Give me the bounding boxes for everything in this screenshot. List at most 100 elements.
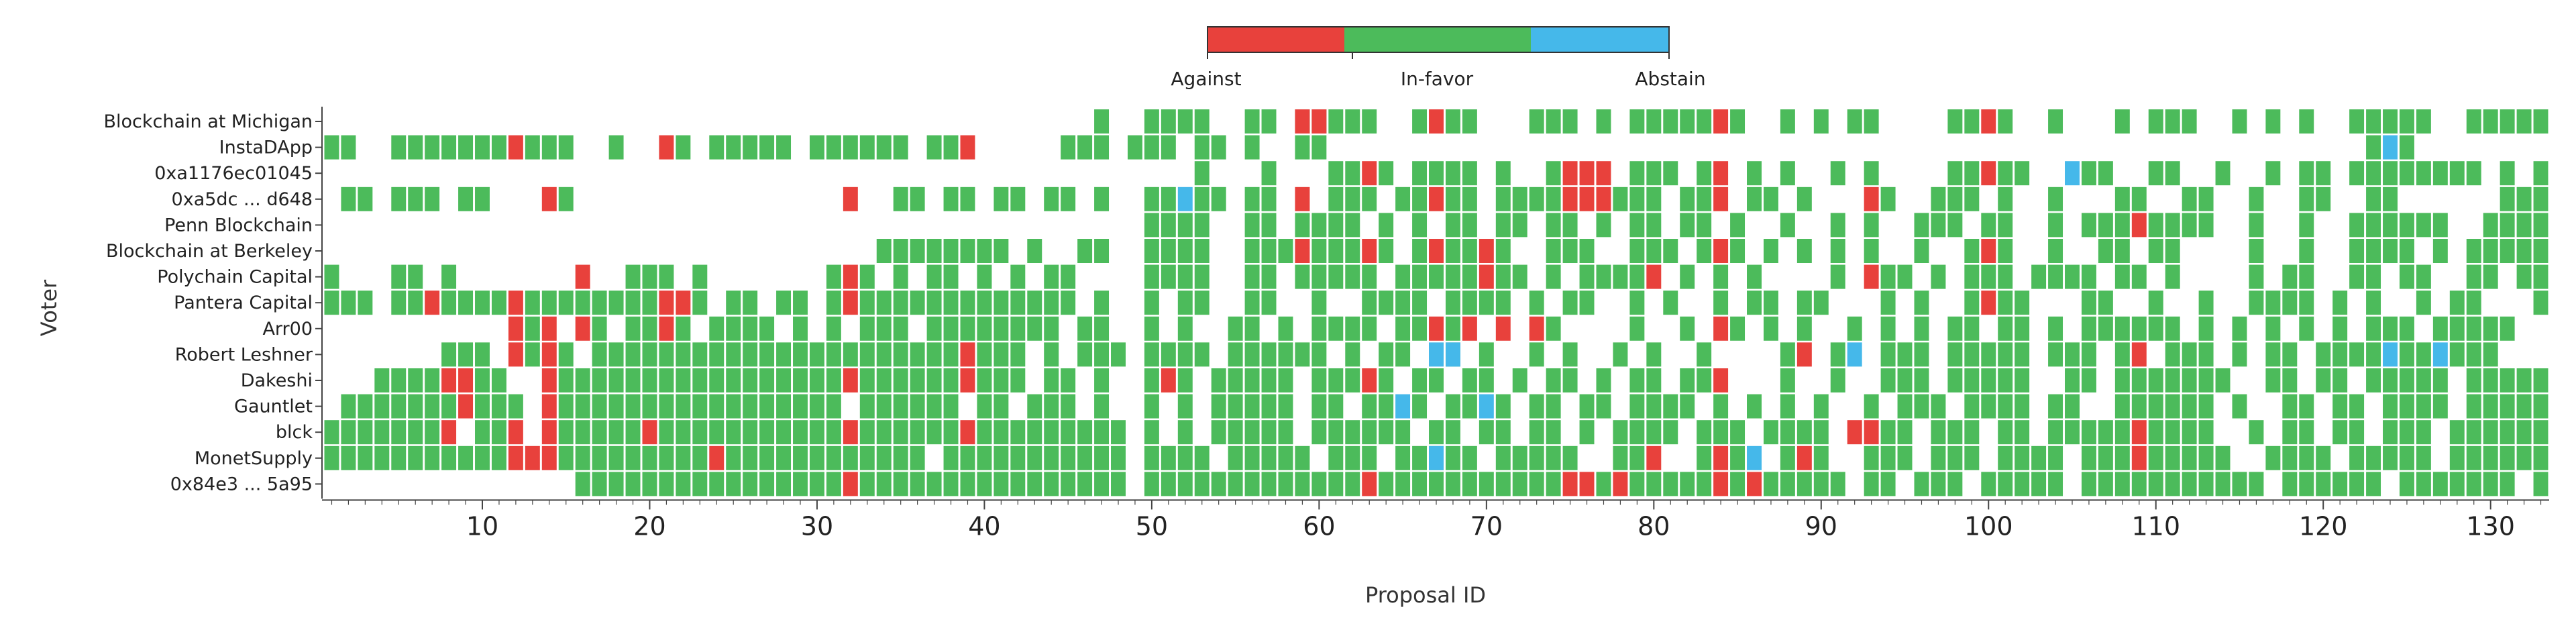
vote-cell-against <box>1646 445 1662 470</box>
vote-cell-in-favor <box>1864 213 1879 237</box>
vote-cell-in-favor <box>1880 187 1896 211</box>
x-tick-label: 60 <box>1303 511 1335 541</box>
vote-cell-in-favor <box>2114 472 2130 496</box>
vote-cell-in-favor <box>2148 213 2163 237</box>
vote-cell-in-favor <box>558 135 574 160</box>
vote-cell-in-favor <box>1244 394 1260 419</box>
vote-cell-in-favor <box>2048 213 2063 237</box>
vote-cell-in-favor <box>1412 109 1428 134</box>
vote-cell-in-favor <box>2114 239 2130 263</box>
vote-cell-in-favor <box>676 394 691 419</box>
vote-cell-in-favor <box>592 420 607 445</box>
vote-cell-in-favor <box>826 290 841 315</box>
vote-cell-in-favor <box>1094 135 1110 160</box>
x-tick-label: 30 <box>801 511 833 541</box>
vote-cell-in-favor <box>943 445 959 470</box>
voter-label: 0xa5dc ... d648 <box>172 189 313 210</box>
vote-cell-in-favor <box>1345 213 1360 237</box>
vote-cell-in-favor <box>1362 445 1377 470</box>
vote-cell-against <box>508 316 523 341</box>
vote-cell-in-favor <box>2416 368 2431 392</box>
vote-cell-in-favor <box>1144 109 1159 134</box>
y-axis: Blockchain at Michigan InstaDApp 0xa1176ec… <box>104 107 323 499</box>
voter-label: InstaDApp <box>219 138 313 158</box>
vote-cell-in-favor <box>1730 239 1746 263</box>
vote-cell-in-favor <box>2165 316 2180 341</box>
vote-cell-in-favor <box>2182 213 2197 237</box>
vote-cell-in-favor <box>1412 213 1428 237</box>
vote-cell-in-favor <box>1763 187 1778 211</box>
vote-cell-in-favor <box>1947 187 1963 211</box>
vote-cell-against <box>1429 187 1444 211</box>
vote-cell-in-favor <box>2015 445 2030 470</box>
vote-cell-in-favor <box>592 342 607 367</box>
vote-cell-in-favor <box>859 342 875 367</box>
vote-cell-in-favor <box>341 290 356 315</box>
x-tick-label: 70 <box>1470 511 1503 541</box>
vote-cell-in-favor <box>876 342 892 367</box>
vote-cell-in-favor <box>926 316 942 341</box>
vote-cell-in-favor <box>1027 472 1042 496</box>
vote-cell-in-favor <box>1010 368 1026 392</box>
vote-cell-in-favor <box>2232 316 2247 341</box>
vote-cell-in-favor <box>2148 472 2163 496</box>
vote-cell-in-favor <box>608 394 624 419</box>
vote-cell-in-favor <box>1328 472 1344 496</box>
vote-cell-in-favor <box>1144 187 1159 211</box>
vote-cell-in-favor <box>1747 187 1762 211</box>
vote-cell-in-favor <box>1780 342 1795 367</box>
x-tick-label: 100 <box>1964 511 2013 541</box>
vote-cell-in-favor <box>2114 213 2130 237</box>
vote-cell-in-favor <box>809 135 824 160</box>
vote-cell-in-favor <box>2466 394 2481 419</box>
vote-cell-in-favor <box>926 135 942 160</box>
vote-cell-in-favor <box>2282 420 2298 445</box>
vote-cell-against <box>1713 316 1729 341</box>
vote-cell-in-favor <box>2015 342 2030 367</box>
vote-cell-in-favor <box>1094 420 1110 445</box>
vote-cell-in-favor <box>692 420 708 445</box>
vote-cell-in-favor <box>1311 290 1327 315</box>
vote-cell-in-favor <box>1864 394 1879 419</box>
vote-cell-in-favor <box>1311 472 1327 496</box>
vote-cell-against <box>1161 368 1176 392</box>
vote-cell-in-favor <box>1379 290 1394 315</box>
vote-cell-in-favor <box>1278 394 1293 419</box>
vote-cell-in-favor <box>726 368 741 392</box>
vote-cell-in-favor <box>2114 316 2130 341</box>
vote-cell-in-favor <box>1144 394 1159 419</box>
vote-cell-in-favor <box>408 290 423 315</box>
vote-cell-in-favor <box>960 472 975 496</box>
vote-cell-in-favor <box>1981 342 1996 367</box>
vote-cell-in-favor <box>608 445 624 470</box>
vote-cell-in-favor <box>2366 135 2381 160</box>
vote-cell-in-favor <box>2383 161 2398 186</box>
vote-cell-in-favor <box>2081 420 2096 445</box>
vote-cell-in-favor <box>994 472 1009 496</box>
vote-cell-in-favor <box>1663 161 1678 186</box>
vote-cell-in-favor <box>1010 187 1026 211</box>
vote-cell-in-favor <box>1194 135 1210 160</box>
vote-cell-in-favor <box>1328 239 1344 263</box>
vote-cell-in-favor <box>2349 264 2365 289</box>
vote-cell-abstain <box>2432 342 2448 367</box>
vote-cell-against <box>1479 239 1494 263</box>
vote-cell-in-favor <box>1328 445 1344 470</box>
vote-cell-in-favor <box>608 135 624 160</box>
vote-cell-in-favor <box>2416 472 2431 496</box>
vote-cell-in-favor <box>1144 316 1159 341</box>
legend-labels: Against In-favor Abstain <box>1171 68 1705 90</box>
vote-cell-in-favor <box>1010 420 1026 445</box>
vote-cell-in-favor <box>943 342 959 367</box>
vote-cell-in-favor <box>1244 472 1260 496</box>
vote-cell-in-favor <box>2148 368 2163 392</box>
vote-cell-in-favor <box>1111 342 1126 367</box>
vote-cell-in-favor <box>2432 472 2448 496</box>
vote-cell-in-favor <box>358 420 373 445</box>
vote-cell-in-favor <box>1680 264 1695 289</box>
vote-cell-in-favor <box>709 472 724 496</box>
vote-cell-in-favor <box>2500 420 2515 445</box>
vote-cell-in-favor <box>625 342 641 367</box>
voter-label: Pantera Capital <box>174 293 313 313</box>
vote-cell-in-favor <box>642 472 657 496</box>
